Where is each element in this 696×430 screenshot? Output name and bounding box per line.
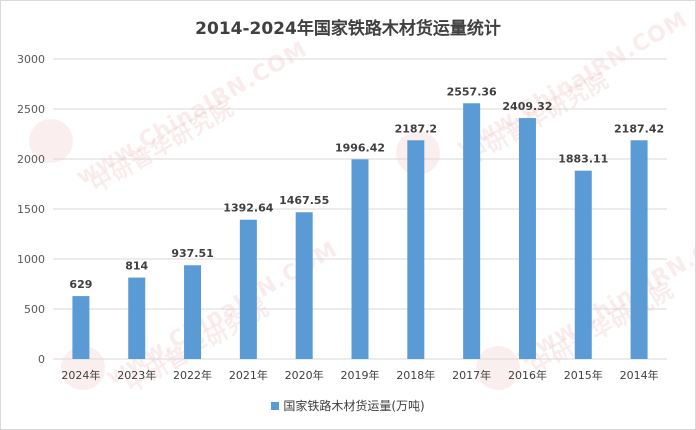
chart-title: 2014-2024年国家铁路木材货运量统计 [195, 19, 501, 39]
legend-swatch-icon [271, 401, 280, 410]
x-tick-label: 2017年 [452, 368, 491, 382]
x-tick-label: 2018年 [396, 368, 435, 382]
watermark-logo-icon [476, 346, 520, 390]
bar [184, 265, 202, 359]
bar [518, 118, 536, 360]
data-label: 1392.64 [223, 202, 273, 215]
x-tick-label: 2015年 [564, 368, 603, 382]
bar [574, 170, 592, 359]
data-label: 2409.32 [502, 100, 552, 113]
y-tick-label: 3000 [17, 53, 45, 66]
legend-label: 国家铁路木材货运量(万吨) [283, 399, 425, 413]
bar [463, 103, 481, 359]
x-tick-label: 2016年 [508, 368, 547, 382]
y-tick-label: 2000 [17, 153, 45, 166]
bar [72, 296, 90, 359]
x-tick-label: 2020年 [285, 368, 324, 382]
data-label: 2557.36 [447, 85, 497, 98]
bar [407, 140, 425, 359]
x-tick-label: 2022年 [173, 368, 212, 382]
data-label: 937.51 [171, 247, 213, 260]
bar [128, 277, 146, 359]
data-label: 1883.11 [558, 153, 608, 166]
bar [239, 219, 257, 359]
x-tick-label: 2023年 [117, 368, 156, 382]
y-tick-label: 0 [38, 353, 45, 366]
y-tick-label: 1500 [17, 203, 45, 216]
y-tick-label: 2500 [17, 103, 45, 116]
x-tick-label: 2019年 [341, 368, 380, 382]
watermark-logo-icon [29, 119, 73, 163]
y-tick-label: 500 [24, 303, 45, 316]
x-tick-label: 2024年 [61, 368, 100, 382]
legend: 国家铁路木材货运量(万吨) [1, 397, 695, 414]
bar [295, 212, 313, 359]
bar [351, 159, 369, 359]
data-label: 1996.42 [335, 141, 385, 154]
data-label: 1467.55 [279, 194, 329, 207]
y-tick-label: 1000 [17, 253, 45, 266]
bar [630, 140, 648, 359]
data-label: 814 [125, 260, 148, 273]
x-tick-label: 2014年 [620, 368, 659, 382]
data-label: 2187.2 [395, 122, 437, 135]
data-label: 2187.42 [614, 122, 664, 135]
x-tick-label: 2021年 [229, 368, 268, 382]
data-label: 629 [69, 278, 92, 291]
